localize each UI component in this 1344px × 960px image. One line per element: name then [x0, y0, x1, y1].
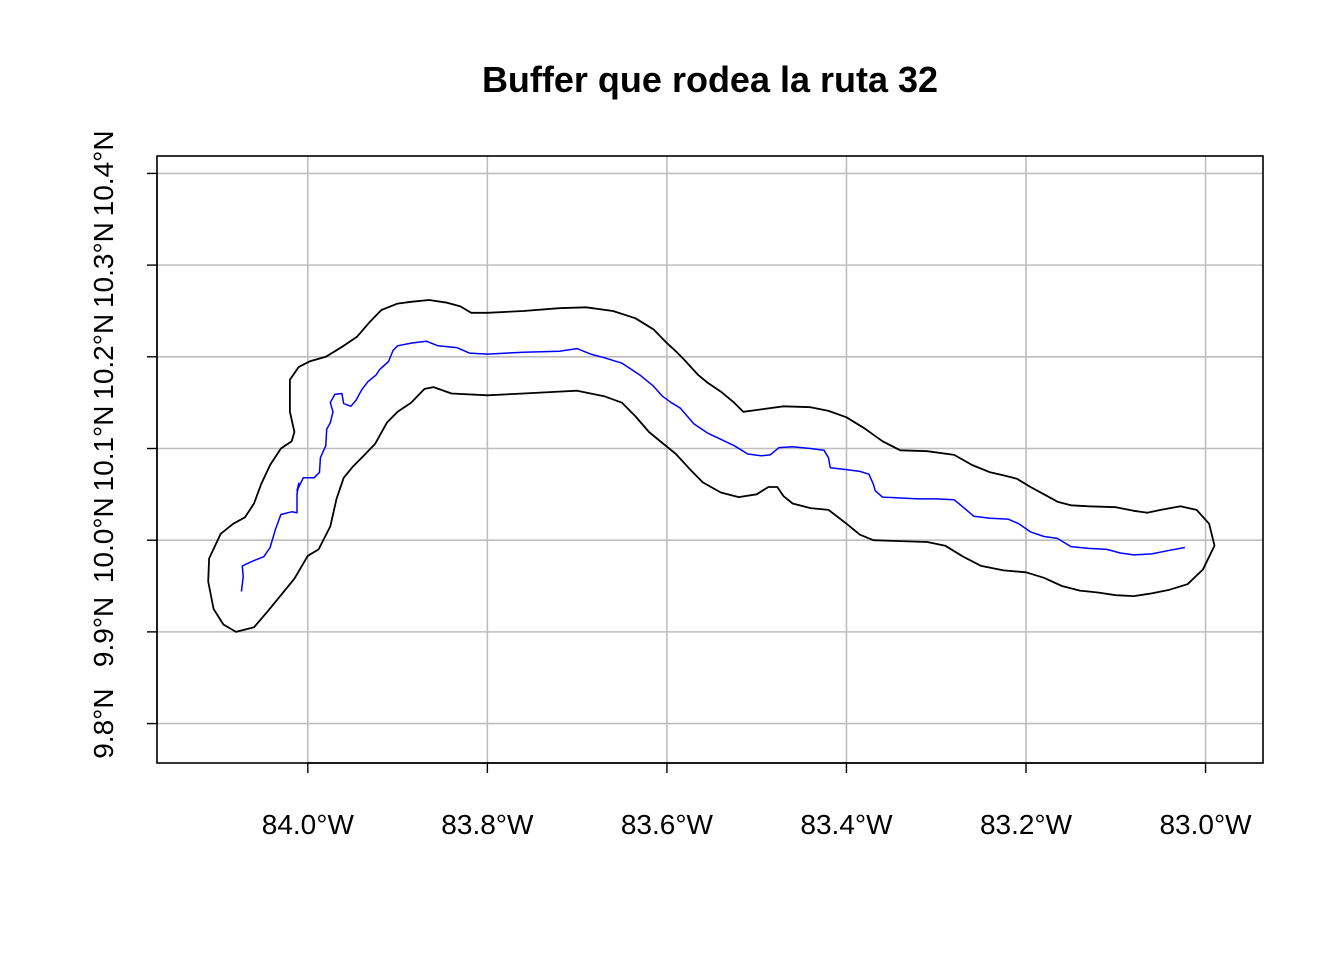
grid-lines	[157, 156, 1263, 763]
y-tick-label: 10.1°N	[88, 406, 119, 492]
y-tick-label: 10.4°N	[88, 130, 119, 216]
plot-frame	[156, 155, 1264, 764]
x-tick-label: 83.0°W	[1159, 809, 1252, 840]
y-axis: 9.8°N 9.9°N 10.0°N 10.1°N 10.2°N 10.3°N 10.4°N	[88, 130, 158, 759]
x-tick-label: 83.6°W	[621, 809, 714, 840]
route-line	[240, 340, 1186, 592]
x-tick-label: 84.0°W	[262, 809, 355, 840]
y-tick-label: 10.3°N	[88, 222, 119, 308]
series-layer	[207, 299, 1216, 633]
buffer-outline	[207, 299, 1216, 633]
y-tick-label: 9.9°N	[88, 597, 119, 667]
y-tick-label: 9.8°N	[88, 688, 119, 758]
y-tick-label: 10.2°N	[88, 314, 119, 400]
x-axis: 84.0°W 83.8°W 83.6°W 83.4°W 83.2°W 83.0°W	[262, 762, 1252, 840]
x-tick-label: 83.4°W	[800, 809, 893, 840]
y-tick-label: 10.0°N	[88, 497, 119, 583]
x-tick-label: 83.8°W	[441, 809, 534, 840]
x-tick-label: 83.2°W	[980, 809, 1073, 840]
chart-title: Buffer que rodea la ruta 32	[482, 59, 938, 100]
